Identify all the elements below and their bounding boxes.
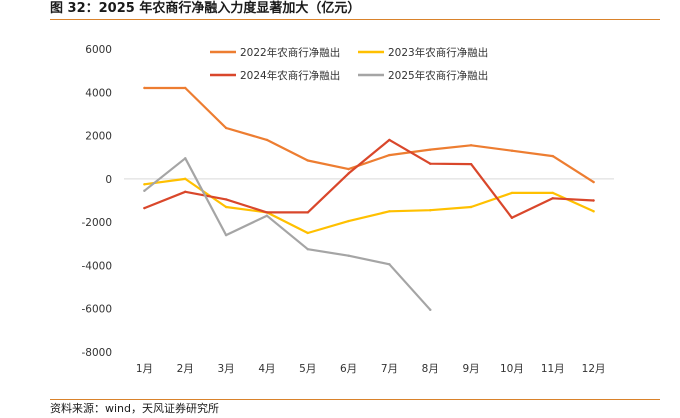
series-line-4: [143, 157, 432, 311]
legend: 2022年农商行净融出 2023年农商行净融出 2024年农商行净融出 2025年农商…: [210, 46, 488, 82]
data-point: [143, 189, 146, 192]
data-point: [184, 157, 187, 160]
y-tick-label: -6000: [81, 304, 112, 316]
source-divider: [50, 399, 660, 400]
data-point: [306, 211, 309, 214]
x-tick-label: 4月: [258, 363, 275, 375]
data-point: [551, 197, 554, 200]
data-point: [265, 214, 269, 217]
data-point: [388, 210, 391, 213]
data-point: [224, 126, 228, 130]
data-point: [551, 191, 554, 195]
y-tick-label: -2000: [81, 217, 112, 229]
data-point: [592, 180, 595, 184]
series-line-3: [143, 138, 595, 219]
data-point: [143, 86, 146, 90]
x-axis: 1月 2月 3月 4月 5月 6月 7月 8月 9月 10月 11月 12月: [124, 178, 614, 375]
data-point: [347, 219, 350, 223]
x-tick-label: 11月: [541, 363, 565, 375]
legend-label: 2025年农商行净融出: [388, 69, 488, 82]
data-point: [224, 233, 228, 237]
data-point: [510, 191, 514, 195]
x-tick-label: 12月: [582, 363, 606, 375]
x-tick-label: 7月: [381, 363, 398, 375]
data-point: [592, 199, 595, 202]
source-note: 资料来源：wind，天风证券研究所: [50, 402, 220, 415]
data-point: [388, 138, 391, 142]
y-tick-label: 6000: [85, 44, 112, 56]
data-point: [429, 209, 432, 212]
data-point: [224, 198, 228, 201]
data-point: [143, 183, 146, 186]
data-point: [429, 308, 432, 311]
data-point: [265, 211, 269, 214]
x-tick-label: 2月: [177, 363, 194, 375]
y-tick-label: -8000: [81, 347, 112, 359]
data-point: [143, 206, 146, 210]
data-point: [347, 172, 350, 175]
legend-label: 2023年农商行净融出: [388, 46, 488, 59]
data-point: [429, 148, 432, 151]
series-layer: [143, 86, 595, 311]
data-point: [184, 86, 187, 90]
data-point: [347, 254, 350, 257]
data-point: [306, 231, 309, 235]
data-point: [184, 177, 187, 181]
series-line-1: [143, 86, 595, 184]
data-point: [306, 247, 309, 251]
data-point: [265, 138, 269, 142]
series-line-2: [143, 177, 595, 235]
x-tick-label: 1月: [136, 363, 153, 375]
x-tick-label: 9月: [462, 363, 479, 375]
data-point: [510, 149, 514, 152]
legend-label: 2022年农商行净融出: [240, 46, 340, 59]
y-tick-label: 2000: [85, 131, 112, 143]
y-tick-label: 4000: [85, 87, 112, 99]
x-tick-label: 8月: [422, 363, 439, 375]
y-tick-label: -4000: [81, 260, 112, 272]
data-point: [510, 216, 514, 220]
y-axis: 6000 4000 2000 0 -2000 -4000 -6000 -8000: [81, 44, 112, 359]
data-point: [388, 153, 391, 157]
data-point: [469, 144, 473, 147]
x-tick-label: 10月: [500, 363, 524, 375]
data-point: [592, 210, 595, 213]
data-point: [551, 154, 554, 158]
data-point: [306, 159, 309, 162]
x-tick-label: 5月: [299, 363, 316, 375]
data-point: [347, 167, 350, 171]
x-tick-label: 6月: [340, 363, 357, 375]
x-tick-label: 3月: [217, 363, 234, 375]
data-point: [224, 205, 228, 209]
data-point: [469, 205, 473, 209]
y-tick-label: 0: [105, 174, 112, 186]
title-divider: [50, 19, 660, 20]
data-point: [388, 263, 391, 266]
chart-title: 图 32：2025 年农商行净融入力度显著加大（亿元）: [50, 1, 361, 16]
legend-label: 2024年农商行净融出: [240, 69, 340, 82]
data-point: [429, 162, 432, 165]
data-point: [469, 162, 473, 166]
data-point: [184, 190, 187, 194]
